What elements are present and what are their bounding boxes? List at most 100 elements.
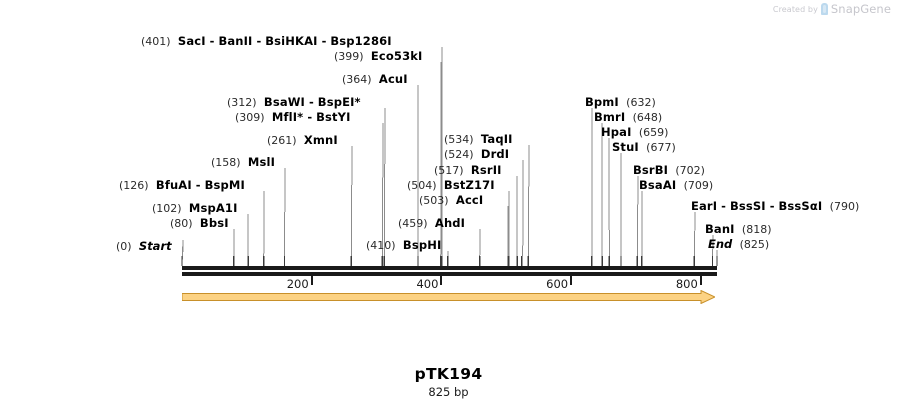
site-label-banI[interactable]: BanI (818): [705, 223, 772, 236]
site-position: (818): [741, 223, 772, 236]
site-label-start[interactable]: (0) Start: [116, 240, 172, 253]
site-position: (364): [342, 73, 372, 86]
watermark-created-by-label: Created by: [772, 4, 818, 14]
site-label-mflI-group[interactable]: (309) MflI* - BstYI: [235, 111, 351, 124]
site-position: (632): [626, 96, 656, 109]
site-position: (825): [739, 238, 770, 251]
enzyme-name: TaqII: [480, 132, 513, 146]
site-label-bsaAI[interactable]: BsaAI (709): [639, 179, 713, 192]
site-label-bstZ17I[interactable]: (504) BstZ17I: [407, 179, 495, 192]
enzyme-name: EarI: [691, 199, 718, 213]
site-position: (709): [683, 179, 714, 192]
enzyme-name: BsaWI: [263, 95, 305, 109]
site-position: (102): [152, 202, 182, 215]
enzyme-name: BsaAI: [639, 178, 677, 192]
enzyme-name: BspMI: [204, 178, 245, 192]
sequence-ruler: 200 400 600 800: [182, 276, 717, 294]
enzyme-name: BpmI: [585, 95, 619, 109]
watermark-product-label: SnapGene: [830, 2, 891, 16]
enzyme-name: BstZ17I: [443, 178, 495, 192]
site-label-mslI[interactable]: (158) MslI: [211, 156, 275, 169]
restriction-map: (401) SacI - BanII - BsiHKAI - Bsp1286I(…: [116, 35, 859, 340]
ruler-tick: [570, 276, 573, 285]
title-block: pTK194 825 bp: [0, 365, 897, 399]
enzyme-name: Start: [138, 239, 172, 253]
site-label-rsrII[interactable]: (517) RsrII: [434, 164, 502, 177]
backbone-bottom-strand: [182, 272, 717, 276]
snapgene-logo-icon: [820, 3, 828, 15]
site-label-drdI[interactable]: (524) DrdI: [444, 148, 509, 161]
enzyme-separator: -: [765, 199, 779, 213]
enzyme-name: Bsp1286I: [330, 34, 392, 48]
site-label-bbsI[interactable]: (80) BbsI: [170, 217, 229, 230]
site-label-bsaWI-group[interactable]: (312) BsaWI - BspEI*: [227, 96, 361, 109]
enzyme-name: AccI: [455, 193, 484, 207]
site-position: (309): [235, 111, 265, 124]
enzyme-separator: -: [717, 199, 730, 213]
site-label-acuI[interactable]: (364) AcuI: [342, 73, 408, 86]
enzyme-name: BssSI: [729, 199, 766, 213]
orf-arrow-shape: [182, 291, 715, 304]
site-label-stuI[interactable]: StuI (677): [612, 141, 676, 154]
snapgene-watermark: Created by SnapGene: [773, 2, 891, 16]
site-label-earI-group[interactable]: EarI - BssSI - BssSαI (790): [691, 200, 859, 213]
ruler-tick: [699, 276, 702, 285]
site-label-bfuAI-group[interactable]: (126) BfuAI - BspMI: [119, 179, 245, 192]
enzyme-name: AhdI: [434, 216, 466, 230]
site-label-accI[interactable]: (503) AccI: [419, 194, 483, 207]
ruler-tick: [310, 276, 313, 285]
site-label-sacI-group[interactable]: (401) SacI - BanII - BsiHKAI - Bsp1286I: [141, 35, 392, 48]
site-position: (401): [141, 35, 171, 48]
ruler-tick-label: 400: [416, 277, 439, 291]
enzyme-separator: -: [303, 110, 317, 124]
enzyme-name: MslI: [247, 155, 276, 169]
enzyme-name: XmnI: [303, 133, 338, 147]
site-position: (261): [267, 134, 297, 147]
enzyme-separator: -: [191, 178, 205, 192]
enzyme-separator: -: [317, 34, 331, 48]
site-label-mspA1I[interactable]: (102) MspA1I: [152, 202, 238, 215]
enzyme-name: BfuAI: [155, 178, 192, 192]
site-position: (503): [419, 194, 449, 207]
leader-line-mslI: [283, 167, 286, 267]
site-label-bpmI[interactable]: BpmI (632): [585, 96, 656, 109]
enzyme-separator: -: [252, 34, 266, 48]
enzyme-name: BspEI*: [317, 95, 361, 109]
backbone-top-strand: [182, 266, 717, 270]
site-position: (0): [116, 240, 132, 253]
site-label-hpaI[interactable]: HpaI (659): [601, 126, 668, 139]
site-position: (524): [444, 148, 474, 161]
site-label-bmrI[interactable]: BmrI (648): [594, 111, 662, 124]
enzyme-name: End: [708, 237, 733, 251]
site-label-taqII[interactable]: (534) TaqII: [444, 133, 513, 146]
site-label-xmnI[interactable]: (261) XmnI: [267, 134, 338, 147]
plasmid-name: pTK194: [414, 365, 483, 383]
site-position: (399): [334, 50, 364, 63]
site-position: (534): [444, 133, 474, 146]
site-position: (659): [638, 126, 669, 139]
ruler-tick-label: 600: [546, 277, 569, 291]
site-label-bspHI[interactable]: (410) BspHI: [366, 239, 441, 252]
enzyme-name: BbsI: [199, 216, 229, 230]
site-position: (459): [398, 217, 428, 230]
site-position: (517): [434, 164, 464, 177]
leader-line-start: [181, 239, 184, 267]
site-label-end[interactable]: End (825): [708, 238, 769, 251]
plasmid-size: 825 bp: [428, 385, 469, 399]
enzyme-name: BmrI: [594, 110, 626, 124]
site-position: (312): [227, 96, 257, 109]
enzyme-name: BanII: [218, 34, 253, 48]
site-label-eco53kI[interactable]: (399) Eco53kI: [334, 50, 422, 63]
site-position: (648): [632, 111, 663, 124]
site-position: (410): [366, 239, 396, 252]
enzyme-name: BanI: [705, 222, 735, 236]
leader-line-drdI: [521, 160, 524, 267]
enzyme-name: BsiHKAI: [265, 34, 318, 48]
plasmid-backbone: [182, 266, 717, 276]
site-label-ahdI[interactable]: (459) AhdI: [398, 217, 465, 230]
enzyme-name: MflI*: [271, 110, 304, 124]
site-position: (80): [170, 217, 193, 230]
leader-line-xmnI: [350, 145, 353, 267]
site-label-bsrBI[interactable]: BsrBI (702): [633, 164, 705, 177]
site-position: (677): [646, 141, 676, 154]
